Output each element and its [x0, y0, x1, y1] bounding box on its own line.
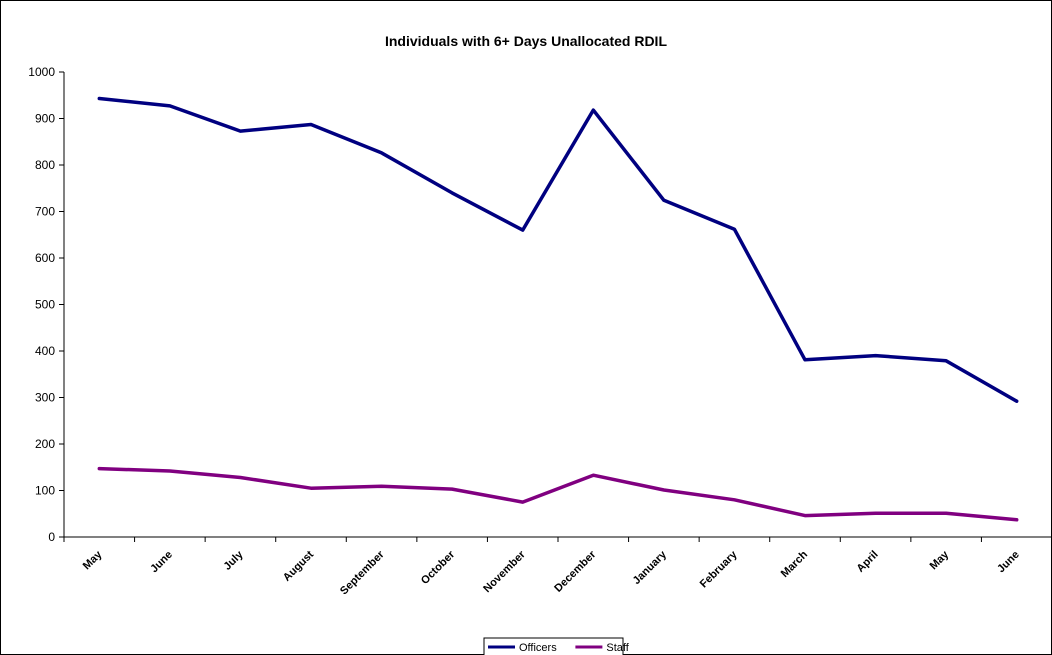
chart-title: Individuals with 6+ Days Unallocated RDI…	[385, 33, 667, 49]
y-tick-label: 300	[35, 391, 55, 405]
y-tick-label: 0	[48, 530, 55, 544]
y-tick-label: 800	[35, 158, 55, 172]
series-line-officers	[97, 96, 1019, 403]
legend-label: Staff	[606, 642, 629, 654]
y-tick-label: 900	[35, 112, 55, 126]
series-line-staff	[97, 466, 1019, 522]
y-tick-label: 100	[35, 484, 55, 498]
legend-label: Officers	[519, 642, 557, 654]
y-tick-label: 1000	[28, 65, 55, 79]
legend-box	[483, 637, 624, 655]
legend: Officers Staff	[483, 637, 630, 655]
y-tick-label: 400	[35, 344, 55, 358]
y-tick-label: 500	[35, 298, 55, 312]
y-tick-label: 200	[35, 437, 55, 451]
y-tick-label: 700	[35, 205, 55, 219]
y-tick-label: 600	[35, 251, 55, 265]
